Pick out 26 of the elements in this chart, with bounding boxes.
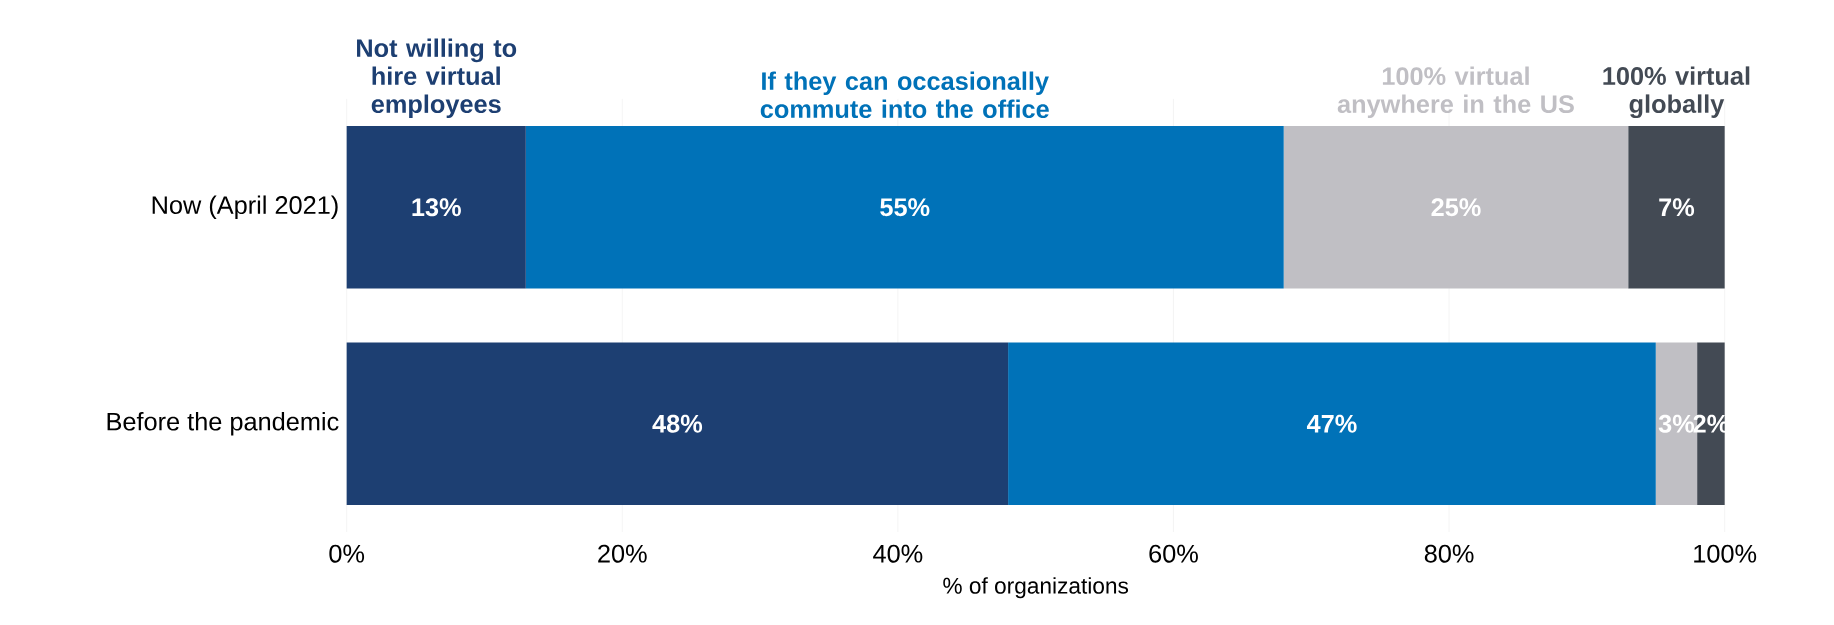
y-tick-label: Before the pandemic	[107, 411, 339, 436]
series-label: 100% virtual anywhere in the US	[1337, 66, 1574, 119]
data-label: 3%	[1658, 414, 1695, 433]
bar	[525, 126, 1284, 289]
x-tick-label: 20%	[598, 544, 647, 563]
bar	[1628, 126, 1725, 289]
data-label: 25%	[1431, 198, 1481, 217]
data-label: 47%	[1306, 414, 1357, 433]
x-tick-label: 60%	[1149, 544, 1198, 563]
x-tick-label: 100%	[1694, 544, 1757, 563]
bar	[346, 126, 526, 289]
x-tick-label: 80%	[1424, 544, 1474, 563]
bar	[1283, 126, 1629, 289]
series-label: 100% virtual globally	[1603, 66, 1750, 119]
bar	[346, 342, 1009, 505]
data-label: 48%	[652, 414, 703, 433]
x-axis-title: % of organizations	[943, 577, 1129, 599]
series-label: Not willing to hire virtual employees	[357, 38, 517, 119]
series-label: If they can occasionally commute into the office	[760, 71, 1049, 119]
data-label: 55%	[880, 198, 930, 217]
y-tick-label: Now (April 2021)	[152, 195, 338, 220]
bar	[1008, 342, 1656, 505]
data-label: 7%	[1659, 198, 1695, 217]
x-tick-label: 0%	[329, 544, 365, 563]
data-label: 13%	[412, 198, 461, 217]
x-tick-label: 40%	[873, 544, 923, 563]
